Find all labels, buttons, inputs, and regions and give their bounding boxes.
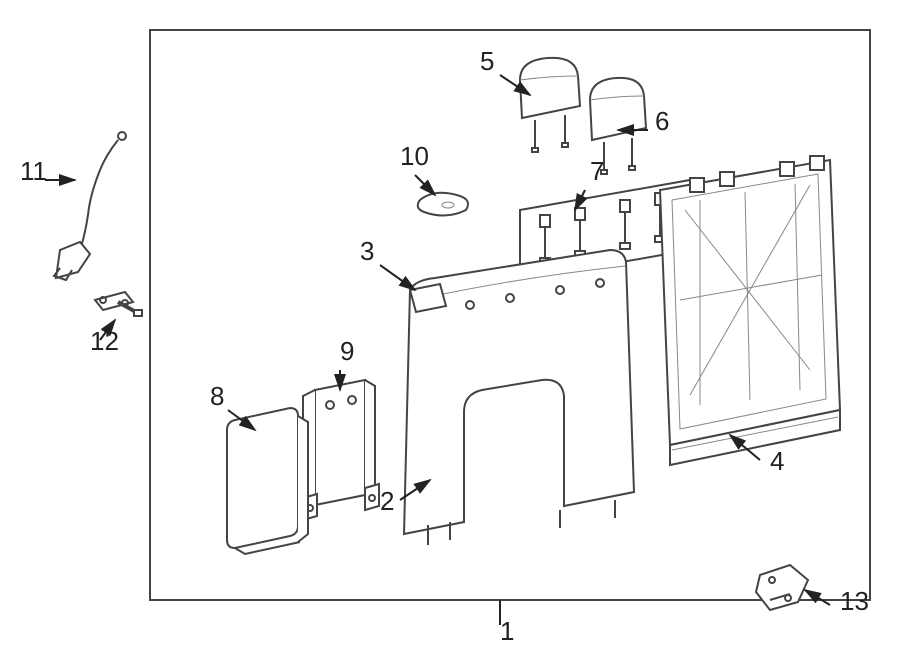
callout-number-8: 8	[210, 381, 224, 411]
callout-leader	[415, 175, 435, 195]
callout-number-12: 12	[90, 326, 119, 356]
callout-number-10: 10	[400, 141, 429, 171]
part-8-armrest	[227, 408, 308, 554]
part-5-headrest	[520, 58, 580, 152]
part-9-armrest-bracket	[303, 380, 379, 520]
callout-leader	[805, 590, 830, 605]
callout-number-11: 11	[20, 156, 47, 186]
callout-number-5: 5	[480, 46, 494, 76]
callout-number-3: 3	[360, 236, 374, 266]
callout-number-4: 4	[770, 446, 784, 476]
callout-number-1: 1	[500, 616, 514, 646]
part-4-frame	[660, 156, 840, 465]
callout-number-2: 2	[380, 486, 394, 516]
callout-leader	[380, 265, 415, 290]
callout-number-7: 7	[590, 156, 604, 186]
part-2-3-seatback	[404, 250, 634, 545]
callout-number-13: 13	[840, 586, 869, 616]
part-12-bracket	[95, 292, 142, 316]
part-10-cover	[418, 193, 468, 216]
parts-diagram: 12345678910111213	[0, 0, 900, 661]
callout-number-6: 6	[655, 106, 669, 136]
part-13-bracket	[756, 565, 808, 610]
part-11-cable	[54, 132, 126, 280]
callout-number-9: 9	[340, 336, 354, 366]
